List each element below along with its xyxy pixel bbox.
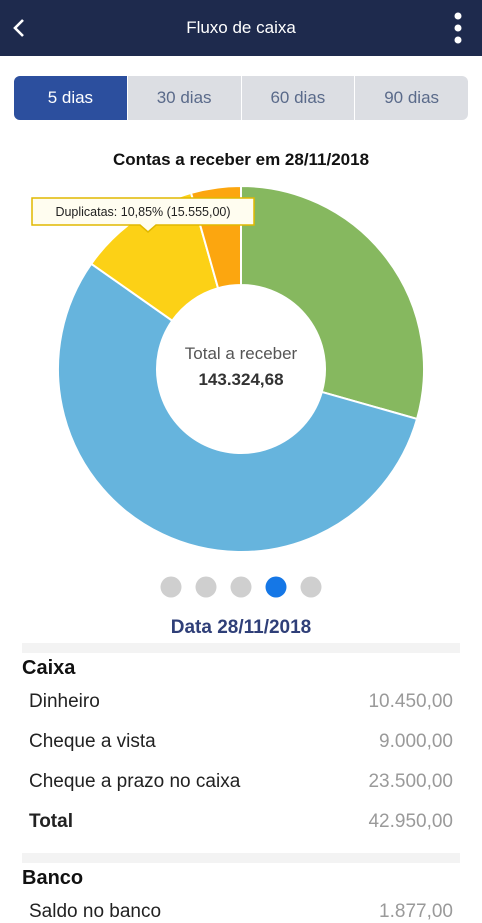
donut-chart: Total a receber 143.324,68 Duplicatas: 10,… xyxy=(31,184,425,553)
row-label: Dinheiro xyxy=(29,691,100,712)
tab[interactable]: 60 dias xyxy=(240,76,355,120)
tooltip-box xyxy=(31,197,255,233)
tab[interactable]: 30 dias xyxy=(126,76,241,120)
screen-title: Fluxo de caixa xyxy=(186,18,296,37)
section-separator xyxy=(22,853,460,863)
section-title: Caixa xyxy=(22,657,76,679)
page-dot[interactable] xyxy=(230,576,252,598)
row-value: 23.500,00 xyxy=(368,771,453,792)
tooltip-text: Duplicatas: 10,85% (15.555,00) xyxy=(55,205,230,219)
row-label: Cheque a vista xyxy=(29,731,156,752)
donut-slice xyxy=(57,262,419,553)
back-button[interactable] xyxy=(8,16,32,40)
tooltip: Duplicatas: 10,85% (15.555,00) xyxy=(31,197,255,233)
date-label: Data 28/11/2018 xyxy=(170,617,312,638)
page-dot[interactable] xyxy=(195,576,217,598)
page-dot[interactable] xyxy=(265,576,287,598)
section-separator xyxy=(22,643,460,653)
center-value: 143.324,68 xyxy=(198,370,283,389)
section-title: Banco xyxy=(22,867,84,889)
page-dot[interactable] xyxy=(300,576,322,598)
tab[interactable]: 5 dias xyxy=(14,76,127,120)
page-dot[interactable] xyxy=(160,576,182,598)
total-value: 42.950,00 xyxy=(368,811,453,832)
page-indicator xyxy=(160,576,322,598)
row-label: Saldo no banco xyxy=(29,901,162,922)
row-value: 10.450,00 xyxy=(368,691,453,712)
row-value: 9.000,00 xyxy=(379,731,453,752)
period-tabs: 5 dias 30 dias 60 dias 90 dias xyxy=(14,76,468,120)
row-label: Cheque a prazo no caixa xyxy=(29,771,241,792)
tab[interactable]: 90 dias xyxy=(354,76,468,120)
menu-button[interactable] xyxy=(448,12,468,46)
row-value: 1.877,00 xyxy=(379,901,453,922)
total-label: Total xyxy=(29,811,73,832)
center-label: Total a receber xyxy=(185,344,298,363)
app-bar: Fluxo de caixa xyxy=(0,0,482,56)
chart-title: Contas a receber em 28/11/2018 xyxy=(112,150,370,169)
donut-slice xyxy=(240,184,425,421)
